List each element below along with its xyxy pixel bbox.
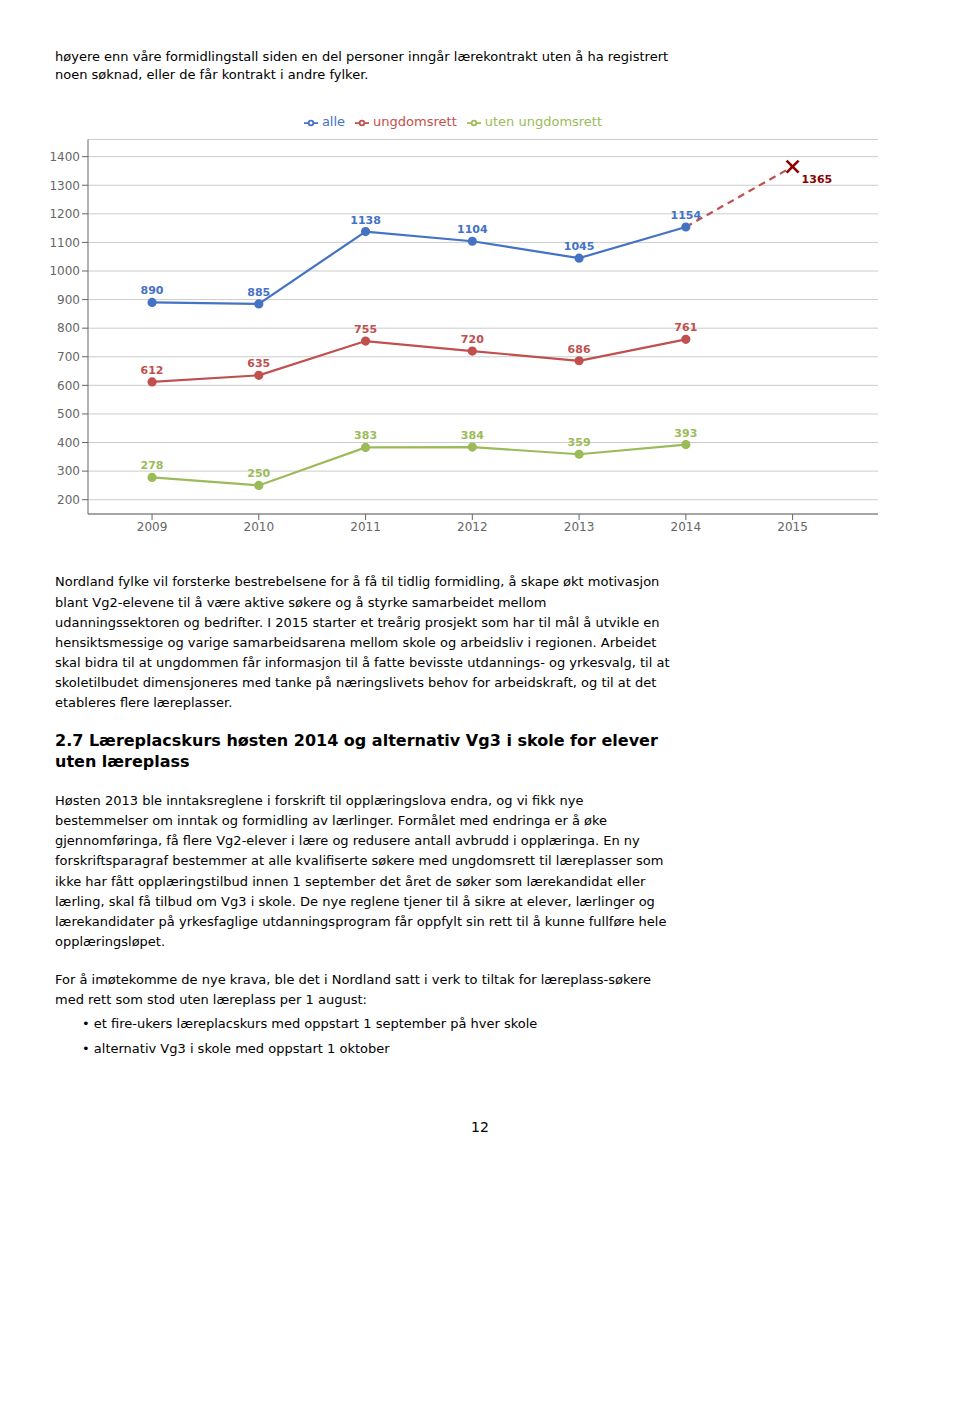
svg-text:400: 400 [57, 436, 80, 450]
svg-text:700: 700 [57, 350, 80, 364]
svg-text:393: 393 [674, 427, 697, 440]
svg-text:2014: 2014 [671, 520, 702, 534]
svg-text:1045: 1045 [564, 241, 595, 254]
svg-text:2013: 2013 [564, 520, 595, 534]
svg-text:1400: 1400 [49, 150, 80, 164]
svg-text:1100: 1100 [49, 236, 80, 250]
html-text:For å imøtekomme de nye krava,: For å imøtekomme de nye krava, ble det i… [55, 972, 652, 1008]
svg-text:1104: 1104 [457, 224, 488, 237]
svg-text:384: 384 [461, 429, 484, 442]
svg-text:2012: 2012 [457, 520, 488, 534]
svg-text:612: 612 [141, 364, 164, 377]
svg-text:300: 300 [57, 465, 80, 479]
svg-text:1300: 1300 [49, 179, 80, 193]
html-text:Høsten 2013 ble inntaksreglene: Høsten 2013 ble inntaksreglene i forskri… [55, 793, 667, 949]
svg-text:500: 500 [57, 408, 80, 422]
svg-text:1154: 1154 [671, 209, 702, 222]
html-text:Nordland fylke vil forsterke b: Nordland fylke vil forsterke bestrebelse… [55, 574, 670, 711]
html-text:2.7 Læreplacskurs høsten 2014: 2.7 Læreplacskurs høsten 2014 og alterna… [55, 731, 658, 772]
svg-text:686: 686 [568, 343, 591, 356]
html-text:12: 12 [471, 1118, 489, 1135]
svg-text:900: 900 [57, 293, 80, 307]
svg-text:800: 800 [57, 322, 80, 336]
svg-text:885: 885 [247, 286, 270, 299]
html-text:• alternativ Vg3 i skole med o: • alternativ Vg3 i skole med oppstart 1 … [82, 1040, 390, 1056]
svg-text:635: 635 [247, 358, 270, 371]
svg-text:600: 600 [57, 379, 80, 393]
svg-text:250: 250 [247, 468, 270, 481]
svg-text:1200: 1200 [49, 207, 80, 221]
html-text:uten ungdomsrett: uten ungdomsrett [484, 114, 603, 130]
svg-text:2010: 2010 [244, 520, 275, 534]
html-text:alle: alle [321, 114, 346, 130]
html-text:høyere enn våre formidlingstal: høyere enn våre formidlingstall siden en… [55, 49, 669, 83]
svg-text:890: 890 [141, 285, 164, 298]
html-text:ungdomsrett: ungdomsrett [373, 114, 457, 130]
svg-text:761: 761 [674, 322, 697, 335]
svg-text:720: 720 [461, 333, 484, 346]
svg-text:2015: 2015 [777, 520, 808, 534]
svg-text:200: 200 [57, 493, 80, 507]
svg-text:1365: 1365 [802, 173, 833, 186]
svg-text:359: 359 [568, 437, 591, 450]
svg-text:1138: 1138 [350, 214, 381, 227]
svg-text:755: 755 [354, 323, 377, 336]
svg-text:278: 278 [141, 460, 164, 473]
svg-text:383: 383 [354, 430, 377, 443]
svg-text:2009: 2009 [137, 520, 168, 534]
html-text:• et fire-ukers læreplacskurs: • et fire-ukers læreplacskurs med oppsta… [82, 1016, 538, 1032]
svg-text:1000: 1000 [49, 265, 80, 279]
svg-text:2011: 2011 [350, 520, 381, 534]
